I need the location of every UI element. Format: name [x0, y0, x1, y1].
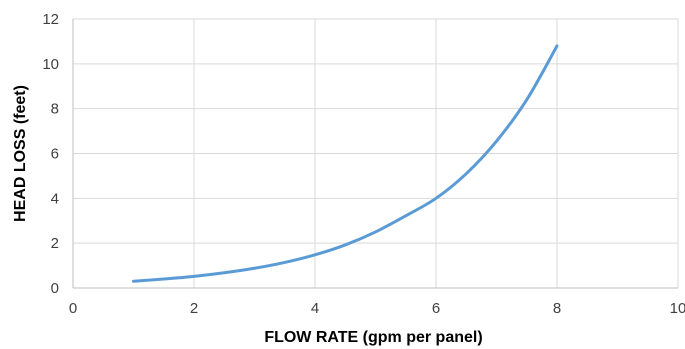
axes [72, 19, 678, 289]
x-tick-label: 0 [69, 300, 77, 317]
series-layer [132, 44, 559, 283]
y-tick-label: 2 [51, 235, 59, 252]
y-tick-label: 8 [51, 101, 59, 118]
y-tick-label: 6 [51, 146, 59, 163]
x-tick-label: 4 [311, 300, 319, 317]
gridlines [73, 18, 679, 288]
x-tick-label: 2 [190, 300, 198, 317]
y-tick-label: 0 [51, 280, 59, 297]
tick-labels: 0 2 4 6 8 10 12 0 2 4 6 8 10 [42, 11, 685, 317]
series-line [132, 44, 559, 283]
y-axis-title: HEAD LOSS (feet) [12, 85, 29, 222]
y-tick-label: 10 [42, 56, 59, 73]
x-tick-label: 10 [670, 300, 685, 317]
x-tick-label: 8 [553, 300, 561, 317]
y-tick-label: 4 [51, 190, 59, 207]
x-axis-title: FLOW RATE (gpm per panel) [264, 329, 482, 346]
y-tick-label: 12 [42, 11, 59, 28]
x-tick-label: 6 [432, 300, 440, 317]
